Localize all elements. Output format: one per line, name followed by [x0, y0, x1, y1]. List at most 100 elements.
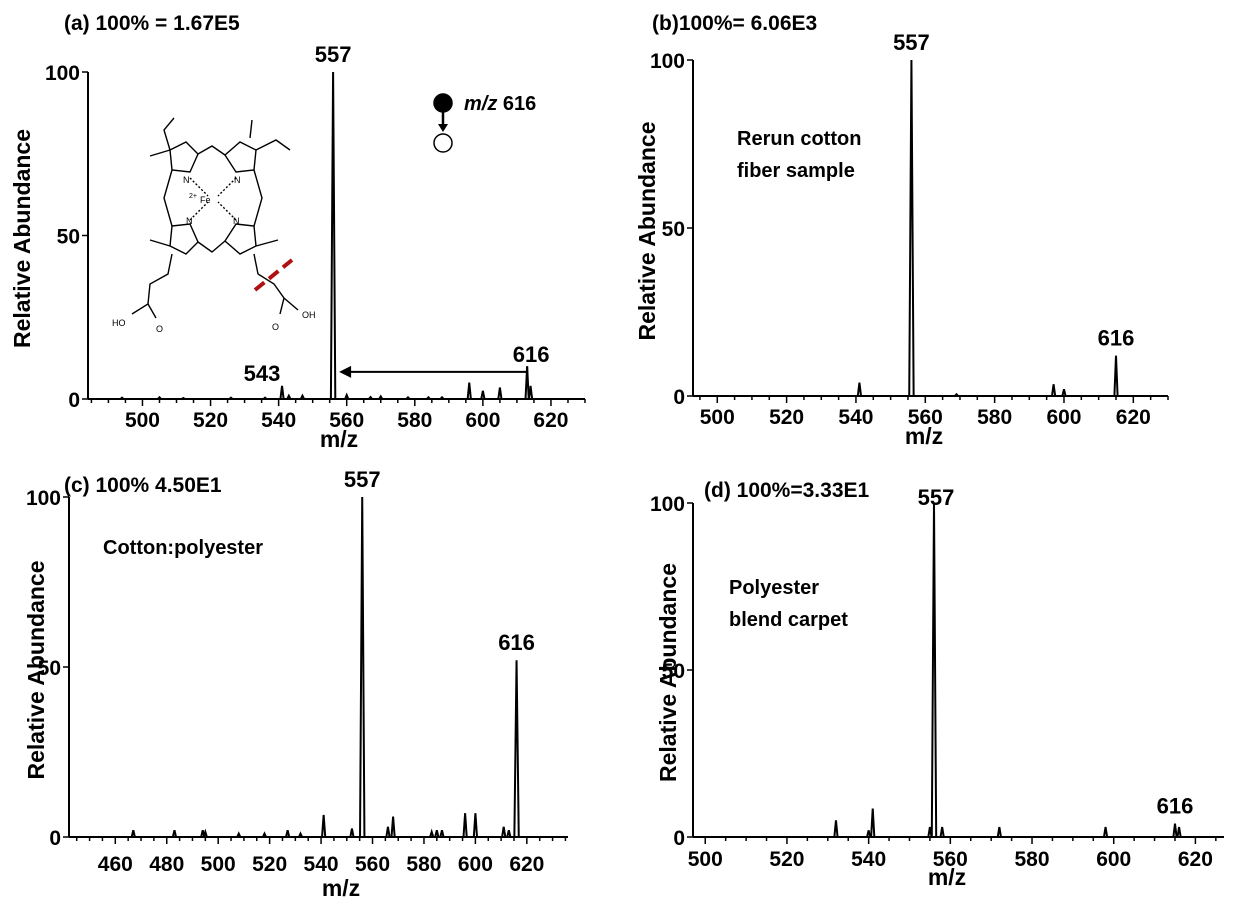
- peak-mz-600: [1061, 389, 1067, 397]
- x-axis-label: m/z: [928, 864, 966, 890]
- y-tick-label: 0: [68, 389, 80, 412]
- peak-mz-578: [405, 395, 411, 400]
- peak-mz-616: [513, 660, 520, 838]
- x-tick-label: 500: [201, 853, 236, 876]
- x-tick-label: 620: [1178, 848, 1213, 871]
- peak-label-557: 557: [893, 30, 930, 55]
- x-tick-label: 600: [1096, 848, 1131, 871]
- peak-mz-570: [378, 394, 384, 400]
- ho-label: HO: [112, 318, 126, 328]
- peak-mz-541: [870, 808, 876, 838]
- x-tick-label: 500: [125, 409, 160, 432]
- n-label-2: N: [234, 175, 241, 185]
- heme-structure-diagram: [131, 117, 299, 319]
- peak-mz-508: [236, 831, 242, 838]
- x-axis-label: m/z: [322, 875, 360, 901]
- peak-mz-598: [1102, 826, 1109, 838]
- peak-mz-588: [439, 395, 445, 400]
- peak-label-616: 616: [513, 342, 550, 367]
- x-tick-label: 520: [252, 853, 287, 876]
- x-axis-label: m/z: [905, 423, 943, 449]
- peak-mz-567: [368, 395, 373, 400]
- peak-mz-541: [856, 382, 863, 397]
- x-tick-label: 580: [397, 409, 432, 432]
- x-tick-label: 580: [1014, 848, 1049, 871]
- y-tick-label: 0: [49, 827, 61, 850]
- panel-b-annotation: Rerun cotton: [737, 128, 861, 150]
- peak-mz-614: [527, 385, 534, 400]
- fe-charge-label: 2+: [189, 193, 197, 200]
- peak-mz-584: [426, 395, 431, 400]
- x-tick-label: 560: [329, 409, 364, 432]
- x-tick-label: 620: [509, 853, 544, 876]
- peak-mz-556: [908, 59, 915, 397]
- peak-mz-541: [321, 814, 327, 838]
- o-label-left: O: [156, 324, 163, 334]
- peak-mz-556: [359, 496, 366, 838]
- peak-mz-494: [119, 396, 125, 400]
- peak-mz-596: [462, 813, 468, 838]
- peak-mz-556: [329, 71, 337, 400]
- peak-mz-615: [1113, 355, 1119, 397]
- x-tick-label: 580: [406, 853, 441, 876]
- x-tick-label: 500: [700, 406, 735, 429]
- peak-mz-552: [349, 828, 355, 838]
- peak-mz-518: [261, 831, 267, 838]
- y-tick-label: 50: [662, 660, 685, 683]
- peak-mz-547: [299, 393, 305, 400]
- peak-label-616: 616: [1098, 326, 1135, 351]
- precursor-filled-circle-icon: [433, 93, 453, 113]
- peak-mz-543: [286, 393, 292, 400]
- o-label-right: O: [272, 322, 279, 332]
- y-tick-label: 50: [662, 218, 685, 241]
- y-axis-label: Relative Abundance: [655, 563, 681, 782]
- x-tick-label: 600: [1046, 406, 1081, 429]
- x-tick-label: 580: [977, 406, 1012, 429]
- peak-mz-532: [297, 831, 303, 838]
- peak-mz-597: [1050, 384, 1057, 397]
- y-tick-label: 50: [57, 226, 80, 249]
- x-tick-label: 540: [838, 406, 873, 429]
- spectrum-panel-c: (c) 100% 4.50E1 0 50 100 460 480 500 520 540 560 5…: [23, 467, 568, 901]
- peak-mz-596: [466, 382, 472, 400]
- peak-mz-611: [501, 826, 507, 838]
- peak-mz-569: [954, 392, 959, 397]
- panel-d-title: (d) 100%=3.33E1: [704, 479, 870, 502]
- panel-a-annotation: m/z 616: [464, 93, 536, 115]
- x-axis-label: m/z: [320, 426, 358, 452]
- x-tick-label: 520: [769, 848, 804, 871]
- peak-label-557: 557: [918, 485, 955, 510]
- product-open-circle-icon: [433, 133, 453, 153]
- panel-c-title: (c) 100% 4.50E1: [64, 474, 222, 497]
- x-tick-label: 620: [533, 409, 568, 432]
- peak-mz-495: [202, 828, 208, 838]
- peak-mz-613: [506, 829, 512, 838]
- peak-mz-540: [866, 830, 872, 838]
- peak-label-557: 557: [315, 42, 352, 67]
- peak-label-543: 543: [244, 361, 281, 386]
- precursor-product-symbol: [433, 93, 453, 153]
- y-axis-label: Relative Abundance: [634, 122, 660, 341]
- peak-mz-566: [385, 826, 391, 838]
- y-tick-label: 0: [673, 386, 685, 409]
- peak-label-557: 557: [344, 467, 381, 492]
- panel-b-title: (b)100%= 6.06E3: [652, 12, 817, 35]
- y-axis-label: Relative Abundance: [23, 561, 49, 780]
- peak-mz-572: [996, 826, 1002, 838]
- arrow-down-icon: [438, 124, 448, 132]
- x-tick-label: 520: [193, 409, 228, 432]
- peak-mz-585: [434, 829, 440, 838]
- oh-label: OH: [302, 310, 316, 320]
- x-tick-label: 600: [458, 853, 493, 876]
- peak-mz-467: [130, 829, 136, 838]
- peak-mz-560: [344, 392, 350, 400]
- y-tick-label: 50: [38, 657, 61, 680]
- x-tick-label: 540: [304, 853, 339, 876]
- panel-b-annotation: fiber sample: [737, 160, 855, 182]
- peak-mz-605: [497, 387, 503, 400]
- panel-d-annotation: Polyester: [729, 577, 819, 599]
- peak-label-616: 616: [1157, 794, 1194, 819]
- x-tick-label: 600: [465, 409, 500, 432]
- x-tick-label: 560: [355, 853, 390, 876]
- fe-label: Fe: [200, 195, 211, 205]
